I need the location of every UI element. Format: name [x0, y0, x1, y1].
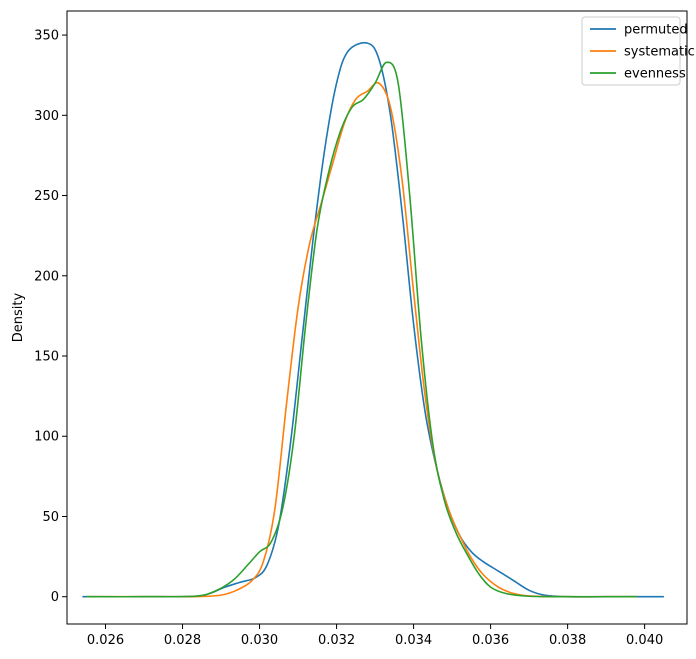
y-tick-label: 350 [34, 29, 59, 44]
x-tick-label: 0.030 [241, 633, 278, 648]
y-axis: 0 50 100 150 200 250 300 350 [34, 29, 67, 605]
y-axis-title: Density [11, 292, 26, 342]
series-line-permuted [82, 41, 664, 598]
legend: permuted systematic evenness [581, 16, 695, 86]
y-tick-label: 200 [34, 269, 59, 284]
y-tick-label: 300 [34, 109, 59, 124]
x-tick-label: 0.034 [395, 633, 432, 648]
plot-background [67, 11, 687, 624]
y-tick-label: 150 [34, 350, 59, 365]
y-tick-label: 0 [51, 590, 59, 605]
x-tick-label: 0.032 [318, 633, 355, 648]
plot-frame [66, 10, 688, 625]
y-tick-label: 50 [42, 510, 59, 525]
x-tick-label: 0.028 [164, 633, 201, 648]
x-tick-label: 0.036 [472, 633, 509, 648]
x-axis: 0.026 0.028 0.030 0.032 0.034 0.036 0.038 0.040 [87, 624, 663, 648]
x-tick-label: 0.038 [549, 633, 586, 648]
y-tick-label: 250 [34, 189, 59, 204]
legend-label-systematic: systematic [624, 45, 695, 60]
x-tick-label: 0.040 [626, 633, 663, 648]
legend-box [581, 16, 681, 86]
series-line-evenness [86, 61, 637, 598]
x-tick-label: 0.026 [87, 633, 124, 648]
y-tick-label: 100 [34, 430, 59, 445]
series-lines [82, 41, 664, 598]
legend-label-permuted: permuted [624, 23, 688, 38]
legend-label-evenness: evenness [624, 67, 686, 82]
